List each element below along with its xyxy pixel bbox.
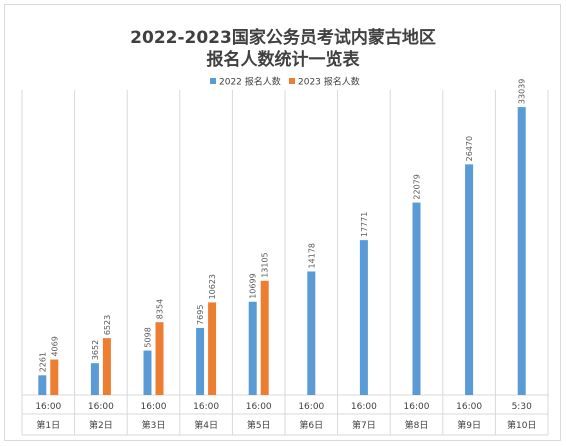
bar [196,327,205,395]
category-time-label: 5:30 [512,402,532,412]
bar [248,301,257,395]
data-label: 10699 [249,273,258,298]
data-label: 10623 [208,274,217,299]
category-day-label: 第8日 [405,419,429,431]
bar [359,240,368,395]
category-time-label: 16:00 [298,402,324,412]
data-label: 13105 [261,252,270,277]
category-day-label: 第2日 [89,419,113,431]
category-day-label: 第10日 [507,419,536,431]
legend-swatch-2 [289,78,295,84]
chart-title-line2: 报名人数统计一览表 [207,49,361,70]
bar [50,359,59,395]
category-day-label: 第9日 [457,419,481,431]
bar [38,375,47,395]
bar [155,322,164,395]
bar [102,338,111,395]
category-time-label: 16:00 [88,402,114,412]
data-label: 22079 [413,174,422,199]
bar [307,271,316,395]
data-label: 14178 [307,243,316,268]
bar [208,302,217,395]
bar [143,350,152,395]
category-time-label: 16:00 [246,402,272,412]
data-label: 33039 [518,79,527,104]
data-label: 2261 [38,352,47,372]
category-axis: 16:00 第1日 16:00 第2日 16:00 第3日 16:00 第4日 16:00 第5日… [35,402,536,431]
category-time-label: 16:00 [351,402,377,412]
bar [517,107,526,395]
legend: 2022 报名人数 2023 报名人数 [210,76,360,88]
bar [465,164,474,395]
data-label: 7695 [196,305,205,325]
legend-swatch-1 [210,78,216,84]
data-label: 3652 [91,340,100,360]
bar [260,280,269,395]
category-day-label: 第5日 [247,419,271,431]
bar [412,202,421,395]
bar-chart: 2022-2023国家公务员考试内蒙古地区 报名人数统计一览表 2022 报名人… [21,27,549,436]
category-day-label: 第3日 [142,419,166,431]
data-label: 26470 [465,136,474,161]
category-day-label: 第4日 [194,419,218,431]
legend-label-2: 2023 报名人数 [298,76,360,88]
data-label: 4069 [50,336,59,356]
data-label: 5098 [144,327,153,347]
chart-frame: 2022-2023国家公务员考试内蒙古地区 报名人数统计一览表 2022 报名人… [4,4,561,441]
bars [38,107,526,395]
category-time-label: 16:00 [404,402,430,412]
category-time-label: 16:00 [193,402,219,412]
category-time-label: 16:00 [141,402,167,412]
category-day-label: 第6日 [299,419,323,431]
data-label: 8354 [156,299,165,319]
category-day-label: 第7日 [352,419,376,431]
bar [90,363,99,395]
data-label: 6523 [103,315,112,335]
category-day-label: 第1日 [36,419,60,431]
category-time-label: 16:00 [35,402,61,412]
category-time-label: 16:00 [456,402,482,412]
legend-label-1: 2022 报名人数 [219,76,281,88]
data-label: 17771 [360,212,369,237]
chart-title-line1: 2022-2023国家公务员考试内蒙古地区 [130,27,436,48]
